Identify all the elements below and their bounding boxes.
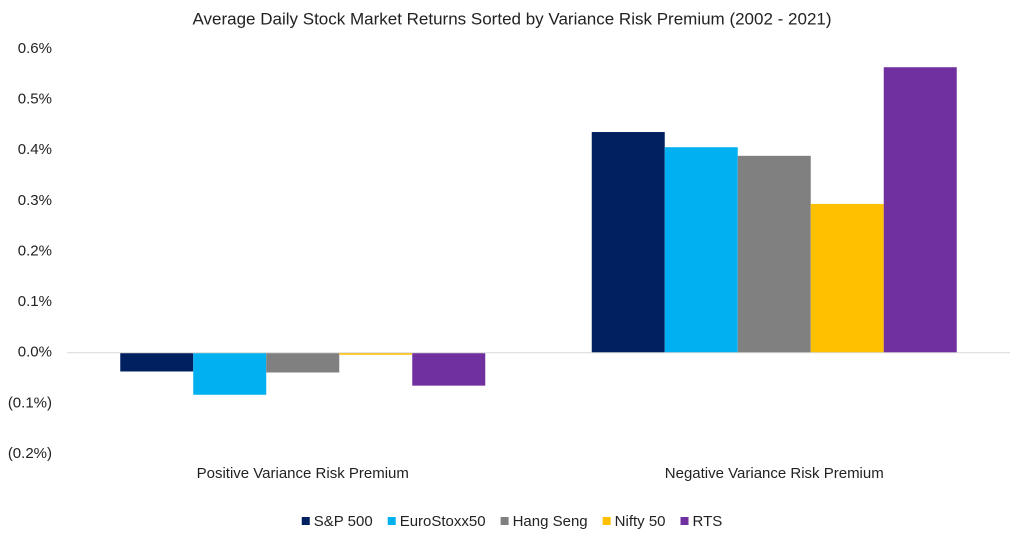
bar xyxy=(120,352,194,372)
bar xyxy=(412,352,486,386)
x-tick-label: Negative Variance Risk Premium xyxy=(665,465,884,482)
y-tick-label: 0.4% xyxy=(18,141,52,158)
y-tick-label: 0.5% xyxy=(18,91,52,108)
legend-label: S&P 500 xyxy=(314,513,373,530)
bar xyxy=(193,352,267,395)
y-tick-label: (0.2%) xyxy=(8,445,52,462)
bar xyxy=(591,132,665,353)
y-tick-label: 0.6% xyxy=(18,40,52,57)
y-tick-label: 0.0% xyxy=(18,344,52,361)
legend-marker xyxy=(301,517,310,525)
bar xyxy=(664,147,738,353)
y-tick-label: (0.1%) xyxy=(8,394,52,411)
bar xyxy=(737,155,811,353)
legend-marker xyxy=(602,517,611,525)
y-tick-label: 0.1% xyxy=(18,293,52,310)
legend-marker xyxy=(680,517,689,525)
bar xyxy=(339,352,413,355)
y-tick-label: 0.3% xyxy=(18,192,52,209)
legend-label: Nifty 50 xyxy=(615,513,666,530)
chart-title: Average Daily Stock Market Returns Sorte… xyxy=(192,9,831,28)
legend-label: EuroStoxx50 xyxy=(400,513,486,530)
x-tick-label: Positive Variance Risk Premium xyxy=(197,465,409,482)
legend-marker xyxy=(387,517,396,525)
legend-label: RTS xyxy=(693,513,723,530)
bar xyxy=(266,352,340,373)
bar xyxy=(883,67,957,353)
legend-label: Hang Seng xyxy=(513,513,588,530)
y-tick-label: 0.2% xyxy=(18,242,52,259)
legend-marker xyxy=(500,517,509,525)
bar xyxy=(810,203,884,353)
